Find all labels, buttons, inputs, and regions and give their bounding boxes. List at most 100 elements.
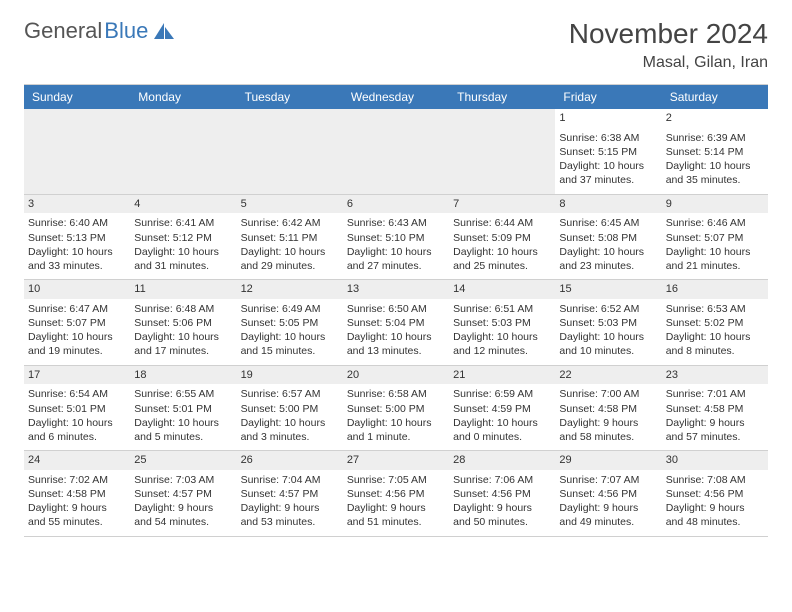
day-cell: 13Sunrise: 6:50 AMSunset: 5:04 PMDayligh… xyxy=(343,280,449,366)
day-daylight: Daylight: 9 hours and 54 minutes. xyxy=(134,501,232,529)
day-sunrise: Sunrise: 6:57 AM xyxy=(241,387,339,401)
day-number: 27 xyxy=(343,451,449,470)
day-daylight: Daylight: 10 hours and 6 minutes. xyxy=(28,416,126,444)
day-sunset: Sunset: 5:05 PM xyxy=(241,316,339,330)
day-sunrise: Sunrise: 7:01 AM xyxy=(666,387,764,401)
day-cell: 29Sunrise: 7:07 AMSunset: 4:56 PMDayligh… xyxy=(555,451,661,537)
day-number: 17 xyxy=(24,366,130,385)
day-cell: 12Sunrise: 6:49 AMSunset: 5:05 PMDayligh… xyxy=(237,280,343,366)
day-sunrise: Sunrise: 7:02 AM xyxy=(28,473,126,487)
day-header: Wednesday xyxy=(343,85,449,109)
day-number: 12 xyxy=(237,280,343,299)
day-sunrise: Sunrise: 6:39 AM xyxy=(666,131,764,145)
day-daylight: Daylight: 10 hours and 8 minutes. xyxy=(666,330,764,358)
day-cell: 9Sunrise: 6:46 AMSunset: 5:07 PMDaylight… xyxy=(662,195,768,281)
day-sunset: Sunset: 5:11 PM xyxy=(241,231,339,245)
day-cell: 11Sunrise: 6:48 AMSunset: 5:06 PMDayligh… xyxy=(130,280,236,366)
day-number: 25 xyxy=(130,451,236,470)
day-daylight: Daylight: 10 hours and 1 minute. xyxy=(347,416,445,444)
day-cell: 4Sunrise: 6:41 AMSunset: 5:12 PMDaylight… xyxy=(130,195,236,281)
day-number: 24 xyxy=(24,451,130,470)
day-header: Sunday xyxy=(24,85,130,109)
day-number: 13 xyxy=(343,280,449,299)
day-sunrise: Sunrise: 7:03 AM xyxy=(134,473,232,487)
day-sunset: Sunset: 5:03 PM xyxy=(453,316,551,330)
day-daylight: Daylight: 10 hours and 15 minutes. xyxy=(241,330,339,358)
day-sunset: Sunset: 5:15 PM xyxy=(559,145,657,159)
day-sunset: Sunset: 5:01 PM xyxy=(134,402,232,416)
day-cell xyxy=(130,109,236,195)
day-cell xyxy=(24,109,130,195)
day-number: 9 xyxy=(662,195,768,214)
day-daylight: Daylight: 10 hours and 13 minutes. xyxy=(347,330,445,358)
day-number: 8 xyxy=(555,195,661,214)
day-daylight: Daylight: 10 hours and 17 minutes. xyxy=(134,330,232,358)
day-cell: 2Sunrise: 6:39 AMSunset: 5:14 PMDaylight… xyxy=(662,109,768,195)
day-sunset: Sunset: 5:10 PM xyxy=(347,231,445,245)
day-number: 3 xyxy=(24,195,130,214)
day-number: 19 xyxy=(237,366,343,385)
day-number xyxy=(237,109,343,113)
day-sunrise: Sunrise: 6:53 AM xyxy=(666,302,764,316)
day-daylight: Daylight: 9 hours and 51 minutes. xyxy=(347,501,445,529)
day-sunrise: Sunrise: 6:54 AM xyxy=(28,387,126,401)
day-sunset: Sunset: 5:00 PM xyxy=(347,402,445,416)
day-cell: 1Sunrise: 6:38 AMSunset: 5:15 PMDaylight… xyxy=(555,109,661,195)
logo-text-2: Blue xyxy=(104,18,148,44)
day-number: 1 xyxy=(555,109,661,128)
day-cell: 27Sunrise: 7:05 AMSunset: 4:56 PMDayligh… xyxy=(343,451,449,537)
day-daylight: Daylight: 10 hours and 12 minutes. xyxy=(453,330,551,358)
day-cell: 3Sunrise: 6:40 AMSunset: 5:13 PMDaylight… xyxy=(24,195,130,281)
logo: GeneralBlue xyxy=(24,18,176,44)
day-header: Monday xyxy=(130,85,236,109)
day-daylight: Daylight: 10 hours and 35 minutes. xyxy=(666,159,764,187)
day-sunrise: Sunrise: 6:50 AM xyxy=(347,302,445,316)
day-daylight: Daylight: 10 hours and 27 minutes. xyxy=(347,245,445,273)
day-daylight: Daylight: 9 hours and 57 minutes. xyxy=(666,416,764,444)
day-cell: 25Sunrise: 7:03 AMSunset: 4:57 PMDayligh… xyxy=(130,451,236,537)
day-daylight: Daylight: 10 hours and 23 minutes. xyxy=(559,245,657,273)
logo-sail-icon xyxy=(152,21,176,41)
day-daylight: Daylight: 9 hours and 58 minutes. xyxy=(559,416,657,444)
day-cell: 20Sunrise: 6:58 AMSunset: 5:00 PMDayligh… xyxy=(343,366,449,452)
day-cell: 15Sunrise: 6:52 AMSunset: 5:03 PMDayligh… xyxy=(555,280,661,366)
day-sunrise: Sunrise: 6:41 AM xyxy=(134,216,232,230)
day-sunrise: Sunrise: 7:08 AM xyxy=(666,473,764,487)
day-daylight: Daylight: 10 hours and 10 minutes. xyxy=(559,330,657,358)
day-cell: 10Sunrise: 6:47 AMSunset: 5:07 PMDayligh… xyxy=(24,280,130,366)
day-sunrise: Sunrise: 6:46 AM xyxy=(666,216,764,230)
day-number xyxy=(449,109,555,113)
day-header: Tuesday xyxy=(237,85,343,109)
day-daylight: Daylight: 10 hours and 3 minutes. xyxy=(241,416,339,444)
day-cell: 5Sunrise: 6:42 AMSunset: 5:11 PMDaylight… xyxy=(237,195,343,281)
day-cell: 24Sunrise: 7:02 AMSunset: 4:58 PMDayligh… xyxy=(24,451,130,537)
calendar-grid: SundayMondayTuesdayWednesdayThursdayFrid… xyxy=(24,84,768,537)
day-cell: 6Sunrise: 6:43 AMSunset: 5:10 PMDaylight… xyxy=(343,195,449,281)
day-sunset: Sunset: 5:03 PM xyxy=(559,316,657,330)
day-daylight: Daylight: 9 hours and 50 minutes. xyxy=(453,501,551,529)
day-sunrise: Sunrise: 6:58 AM xyxy=(347,387,445,401)
day-number: 29 xyxy=(555,451,661,470)
day-sunrise: Sunrise: 6:44 AM xyxy=(453,216,551,230)
day-number: 30 xyxy=(662,451,768,470)
month-title: November 2024 xyxy=(569,18,768,50)
day-sunset: Sunset: 4:56 PM xyxy=(347,487,445,501)
day-daylight: Daylight: 10 hours and 29 minutes. xyxy=(241,245,339,273)
day-sunrise: Sunrise: 6:59 AM xyxy=(453,387,551,401)
day-daylight: Daylight: 10 hours and 31 minutes. xyxy=(134,245,232,273)
day-sunrise: Sunrise: 6:38 AM xyxy=(559,131,657,145)
day-sunset: Sunset: 4:56 PM xyxy=(666,487,764,501)
day-cell: 8Sunrise: 6:45 AMSunset: 5:08 PMDaylight… xyxy=(555,195,661,281)
day-sunrise: Sunrise: 7:04 AM xyxy=(241,473,339,487)
day-number: 16 xyxy=(662,280,768,299)
location: Masal, Gilan, Iran xyxy=(569,54,768,72)
day-sunset: Sunset: 4:56 PM xyxy=(453,487,551,501)
day-sunset: Sunset: 5:13 PM xyxy=(28,231,126,245)
day-daylight: Daylight: 10 hours and 21 minutes. xyxy=(666,245,764,273)
day-header: Saturday xyxy=(662,85,768,109)
day-number xyxy=(130,109,236,113)
day-daylight: Daylight: 9 hours and 48 minutes. xyxy=(666,501,764,529)
day-number: 5 xyxy=(237,195,343,214)
day-cell xyxy=(237,109,343,195)
day-sunrise: Sunrise: 6:43 AM xyxy=(347,216,445,230)
